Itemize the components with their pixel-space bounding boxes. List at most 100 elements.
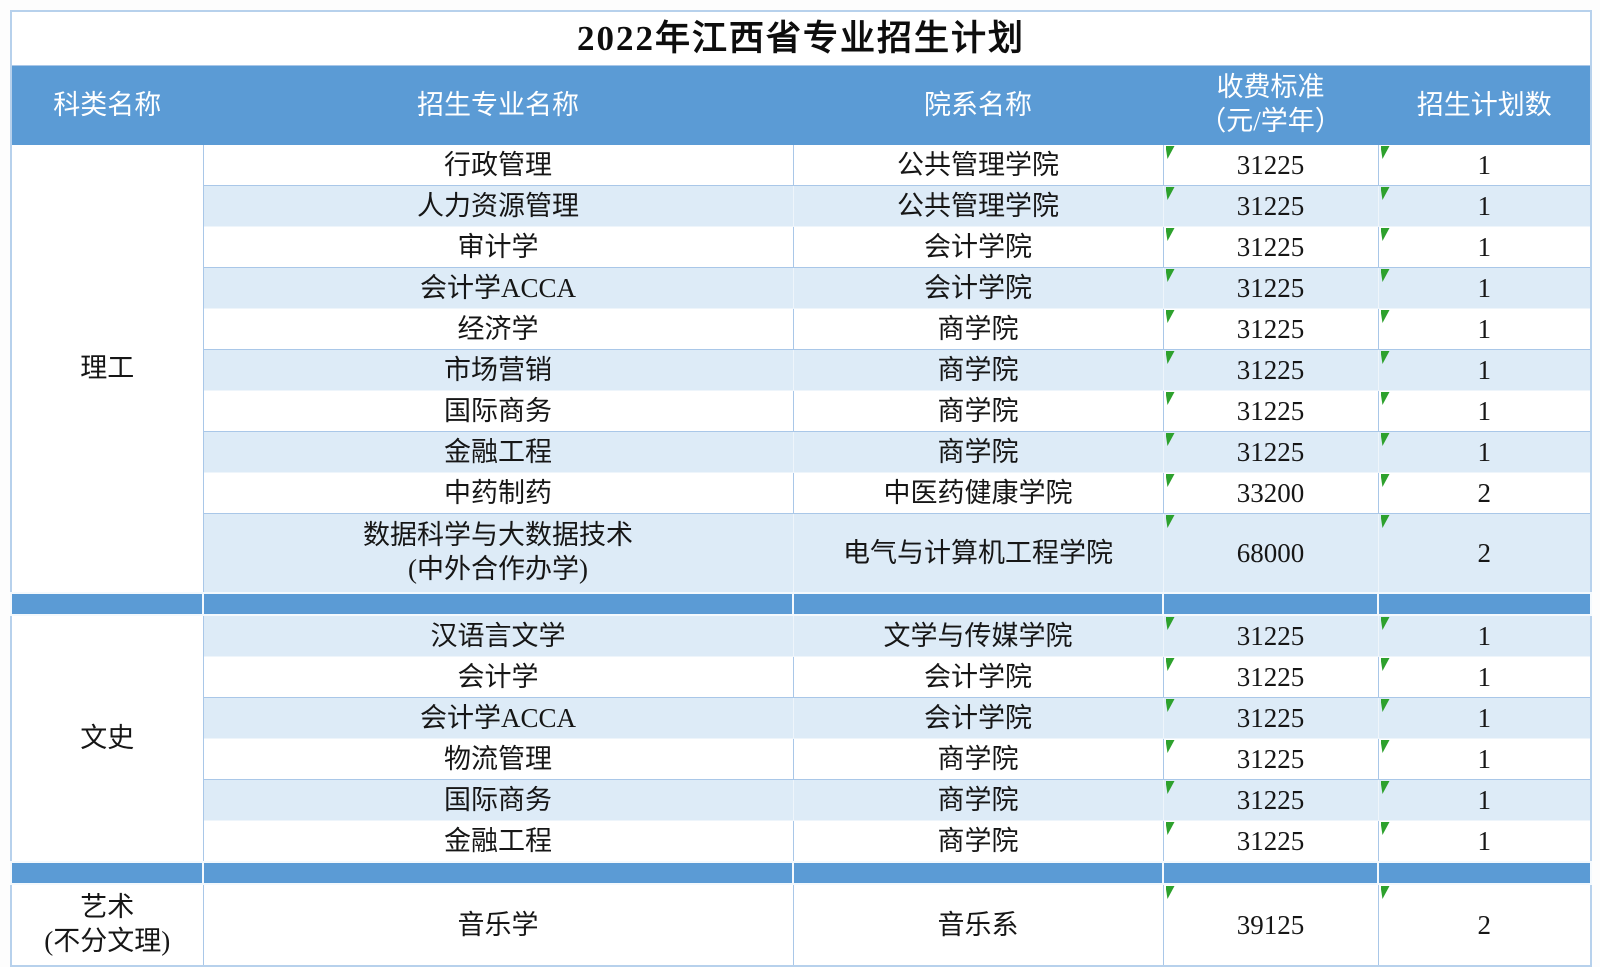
major-cell: 数据科学与大数据技术 (中外合作办学) xyxy=(202,513,794,594)
major-cell: 行政管理 xyxy=(202,144,794,186)
text-format-indicator-icon xyxy=(1165,699,1175,712)
fee-cell: 31225 xyxy=(1162,738,1379,780)
fee-cell: 31225 xyxy=(1162,390,1379,432)
text-format-indicator-icon xyxy=(1165,310,1175,323)
table-row: 艺术 (不分文理) 音乐学 音乐系 39125 2 xyxy=(10,883,1592,967)
major-cell: 会计学ACCA xyxy=(202,697,794,739)
header-plan: 招生计划数 xyxy=(1377,65,1592,145)
text-format-indicator-icon xyxy=(1380,269,1390,282)
text-format-indicator-icon xyxy=(1380,822,1390,835)
text-format-indicator-icon xyxy=(1165,392,1175,405)
separator-cell xyxy=(10,592,204,616)
fee-cell: 31225 xyxy=(1162,144,1379,186)
separator-cell xyxy=(202,861,794,885)
text-format-indicator-icon xyxy=(1165,351,1175,364)
table-row: 人力资源管理 公共管理学院 31225 1 xyxy=(11,185,1592,227)
table-row: 文史 汉语言文学 文学与传媒学院 31225 1 xyxy=(10,614,1592,863)
table-row: 会计学 会计学院 31225 1 xyxy=(11,656,1592,698)
text-format-indicator-icon xyxy=(1165,822,1175,835)
plan-cell: 1 xyxy=(1377,738,1592,780)
group-separator-row xyxy=(10,592,1593,616)
fee-cell: 31225 xyxy=(1162,308,1379,350)
table-header-row: 科类名称 招生专业名称 院系名称 收费标准 （元/学年） 招生计划数 xyxy=(10,65,1592,145)
text-format-indicator-icon xyxy=(1165,187,1175,200)
category-cell-arts: 艺术 (不分文理) xyxy=(10,883,204,967)
text-format-indicator-icon xyxy=(1380,310,1390,323)
text-format-indicator-icon xyxy=(1165,474,1175,487)
major-cell: 国际商务 xyxy=(202,390,794,432)
department-cell: 商学院 xyxy=(792,308,1164,350)
major-cell: 中药制药 xyxy=(202,472,794,514)
text-format-indicator-icon xyxy=(1380,515,1390,528)
table-row: 经济学 商学院 31225 1 xyxy=(11,308,1592,350)
plan-cell: 1 xyxy=(1377,308,1592,350)
page-title: 2022年江西省专业招生计划 xyxy=(10,10,1592,66)
text-format-indicator-icon xyxy=(1165,433,1175,446)
major-cell: 金融工程 xyxy=(202,431,794,473)
plan-cell: 1 xyxy=(1377,390,1592,432)
text-format-indicator-icon xyxy=(1380,433,1390,446)
category-cell-liberal-arts: 文史 xyxy=(10,614,204,863)
text-format-indicator-icon xyxy=(1165,886,1175,899)
department-cell: 会计学院 xyxy=(792,226,1164,268)
text-format-indicator-icon xyxy=(1380,351,1390,364)
major-cell: 音乐学 xyxy=(202,883,794,967)
text-format-indicator-icon xyxy=(1165,515,1175,528)
text-format-indicator-icon xyxy=(1380,617,1390,630)
text-format-indicator-icon xyxy=(1380,474,1390,487)
department-cell: 商学院 xyxy=(792,738,1164,780)
text-format-indicator-icon xyxy=(1165,740,1175,753)
text-format-indicator-icon xyxy=(1165,781,1175,794)
department-cell: 电气与计算机工程学院 xyxy=(792,513,1164,594)
table-row: 理工 行政管理 公共管理学院 31225 1 xyxy=(10,144,1592,594)
text-format-indicator-icon xyxy=(1380,740,1390,753)
category-cell-science: 理工 xyxy=(10,144,204,594)
department-cell: 文学与传媒学院 xyxy=(792,614,1164,657)
separator-cell xyxy=(1162,861,1379,885)
table-row: 会计学ACCA 会计学院 31225 1 xyxy=(11,267,1592,309)
fee-cell: 39125 xyxy=(1162,883,1379,967)
fee-cell: 31225 xyxy=(1162,614,1379,657)
plan-cell: 1 xyxy=(1377,697,1592,739)
text-format-indicator-icon xyxy=(1165,228,1175,241)
plan-cell: 2 xyxy=(1377,472,1592,514)
major-cell: 审计学 xyxy=(202,226,794,268)
text-format-indicator-icon xyxy=(1380,658,1390,671)
department-cell: 音乐系 xyxy=(792,883,1164,967)
plan-cell: 1 xyxy=(1377,656,1592,698)
plan-cell: 1 xyxy=(1377,431,1592,473)
department-cell: 商学院 xyxy=(792,390,1164,432)
fee-cell: 33200 xyxy=(1162,472,1379,514)
table-row: 金融工程 商学院 31225 1 xyxy=(11,431,1592,473)
plan-cell: 1 xyxy=(1377,144,1592,186)
separator-cell xyxy=(792,861,1164,885)
separator-cell xyxy=(1376,861,1593,885)
separator-cell xyxy=(202,592,794,616)
text-format-indicator-icon xyxy=(1380,392,1390,405)
fee-cell: 31225 xyxy=(1162,656,1379,698)
header-department: 院系名称 xyxy=(792,65,1164,145)
table-row: 市场营销 商学院 31225 1 xyxy=(11,349,1592,391)
fee-cell: 31225 xyxy=(1162,431,1379,473)
plan-cell: 1 xyxy=(1377,614,1592,657)
header-major: 招生专业名称 xyxy=(202,65,794,145)
major-cell: 物流管理 xyxy=(202,738,794,780)
table-row: 国际商务 商学院 31225 1 xyxy=(11,779,1592,821)
enrollment-plan-table: 2022年江西省专业招生计划 科类名称 招生专业名称 院系名称 收费标准 （元/… xyxy=(10,10,1593,967)
plan-cell: 2 xyxy=(1377,513,1592,594)
text-format-indicator-icon xyxy=(1380,228,1390,241)
fee-cell: 31225 xyxy=(1162,349,1379,391)
department-cell: 公共管理学院 xyxy=(792,144,1164,186)
header-category: 科类名称 xyxy=(10,65,204,145)
table-title-row: 2022年江西省专业招生计划 xyxy=(10,10,1592,66)
fee-cell: 31225 xyxy=(1162,779,1379,821)
text-format-indicator-icon xyxy=(1165,269,1175,282)
department-cell: 中医药健康学院 xyxy=(792,472,1164,514)
major-cell: 市场营销 xyxy=(202,349,794,391)
header-fee: 收费标准 （元/学年） xyxy=(1162,65,1379,145)
table-row: 审计学 会计学院 31225 1 xyxy=(11,226,1592,268)
fee-cell: 31225 xyxy=(1162,185,1379,227)
separator-cell xyxy=(792,592,1164,616)
fee-cell: 31225 xyxy=(1162,820,1379,863)
plan-cell: 1 xyxy=(1377,820,1592,863)
